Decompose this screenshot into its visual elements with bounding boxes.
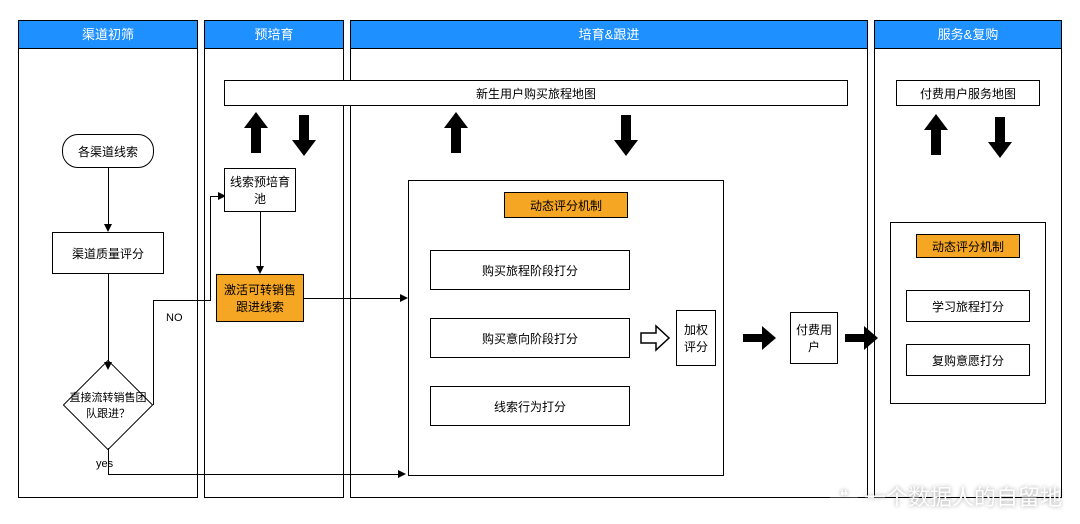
node-label: 加权评分 xyxy=(681,321,711,355)
lane-header: 预培育 xyxy=(205,21,343,49)
node-quality-score: 渠道质量评分 xyxy=(52,232,164,274)
node-score-journey: 购买旅程阶段打分 xyxy=(430,250,630,290)
node-label: 线索预培育池 xyxy=(229,173,291,207)
node-repurchase-score: 复购意愿打分 xyxy=(906,344,1030,376)
node-label: 付费用户服务地图 xyxy=(920,85,1016,102)
node-label: 复购意愿打分 xyxy=(932,352,1004,369)
arrow-up-icon xyxy=(244,112,268,156)
node-label: 各渠道线索 xyxy=(78,143,138,160)
lane-header: 培育&跟进 xyxy=(351,21,867,49)
watermark: ❝ 一个数据人的自留地 xyxy=(830,480,1062,512)
node-direct-sales-decision: 直接流转销售团队跟进？ xyxy=(63,360,153,450)
arrow-down-icon xyxy=(988,114,1012,158)
node-label: 购买意向阶段打分 xyxy=(482,330,578,347)
node-label: 学习旅程打分 xyxy=(932,298,1004,315)
node-weighted: 加权评分 xyxy=(676,310,716,366)
node-paid-user: 付费用户 xyxy=(790,312,838,364)
lane-header: 渠道初筛 xyxy=(19,21,197,49)
node-label: 动态评分机制 xyxy=(530,197,602,214)
arrow-up-icon xyxy=(444,112,468,156)
node-label: 激活可转销售跟进线索 xyxy=(221,281,299,315)
node-pre-pool: 线索预培育池 xyxy=(224,168,296,212)
arrow-down-icon xyxy=(614,112,638,156)
label-yes: yes xyxy=(96,458,113,470)
node-label: 渠道质量评分 xyxy=(72,245,144,262)
node-label: 新生用户购买旅程地图 xyxy=(476,85,596,102)
arrow-down-icon xyxy=(292,112,316,156)
lane-header: 服务&复购 xyxy=(875,21,1061,49)
node-paid-map: 付费用户服务地图 xyxy=(896,80,1040,106)
node-score-intent: 购买意向阶段打分 xyxy=(430,318,630,358)
node-journey-map: 新生用户购买旅程地图 xyxy=(224,80,848,106)
node-activate: 激活可转销售跟进线索 xyxy=(216,274,304,322)
node-dyn-score: 动态评分机制 xyxy=(504,192,628,218)
watermark-text: 一个数据人的自留地 xyxy=(864,480,1062,512)
node-label: 动态评分机制 xyxy=(932,238,1004,255)
node-learn-score: 学习旅程打分 xyxy=(906,290,1030,322)
arrow-right-outline-icon xyxy=(640,324,670,352)
node-label: 线索行为打分 xyxy=(494,398,566,415)
label-no: NO xyxy=(166,312,183,324)
node-label: 购买旅程阶段打分 xyxy=(482,262,578,279)
arrow-up-icon xyxy=(924,114,948,158)
node-label: 付费用户 xyxy=(795,321,833,355)
node-dyn-score2: 动态评分机制 xyxy=(916,234,1020,258)
node-score-behavior: 线索行为打分 xyxy=(430,386,630,426)
arrow-right-icon xyxy=(740,326,776,350)
diagram-canvas: 渠道初筛 预培育 培育&跟进 服务&复购 各渠道线索 渠道质量评分 直接流转销售… xyxy=(0,0,1080,524)
arrow-right-icon xyxy=(848,326,878,350)
node-channel-leads: 各渠道线索 xyxy=(62,134,154,168)
wechat-icon: ❝ xyxy=(830,482,858,510)
node-label: 直接流转销售团队跟进？ xyxy=(68,389,148,421)
